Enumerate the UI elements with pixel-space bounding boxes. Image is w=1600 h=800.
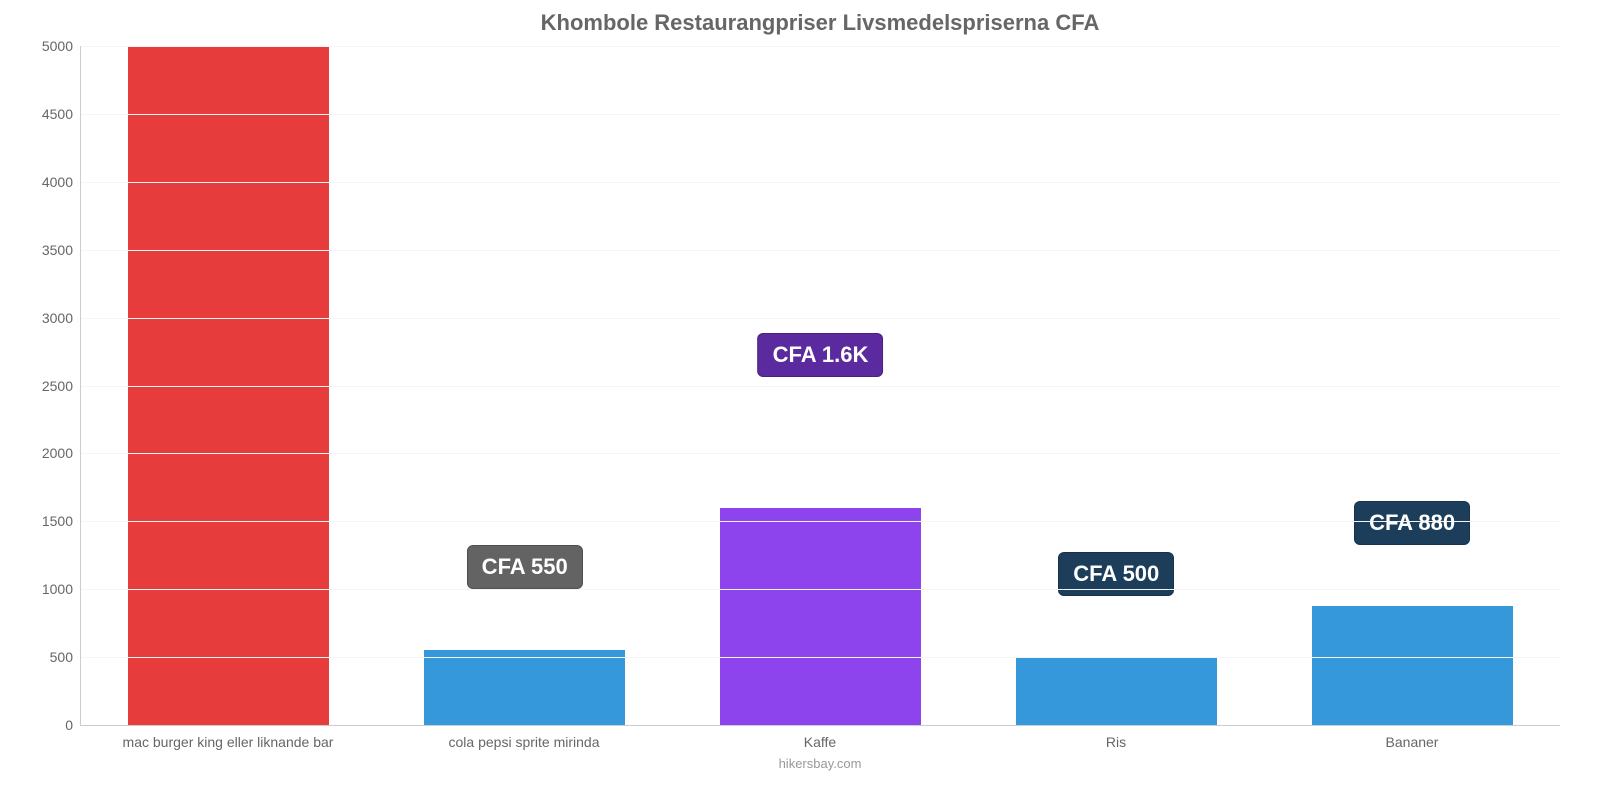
- plot-area: CFA 5K CFA 550 CFA 1.6K CFA 500: [80, 46, 1560, 726]
- bar-cola: CFA 550: [424, 650, 625, 725]
- y-tick-label: 0: [65, 717, 81, 733]
- y-tick-label: 3500: [42, 242, 81, 258]
- x-axis-labels: mac burger king eller liknande bar cola …: [80, 734, 1560, 750]
- y-tick-label: 2000: [42, 445, 81, 461]
- y-tick-label: 4500: [42, 106, 81, 122]
- value-badge: CFA 880: [1354, 501, 1470, 545]
- attribution-text: hikersbay.com: [80, 756, 1560, 771]
- gridline: [81, 250, 1560, 251]
- y-tick-label: 4000: [42, 174, 81, 190]
- gridline: [81, 453, 1560, 454]
- y-tick-label: 3000: [42, 310, 81, 326]
- gridline: [81, 386, 1560, 387]
- gridline: [81, 589, 1560, 590]
- gridline: [81, 182, 1560, 183]
- gridline: [81, 318, 1560, 319]
- y-tick-label: 500: [50, 649, 81, 665]
- x-label: mac burger king eller liknande bar: [80, 734, 376, 750]
- value-badge: CFA 1.6K: [758, 333, 884, 377]
- x-label: Bananer: [1264, 734, 1560, 750]
- bar-ris: CFA 500: [1016, 657, 1217, 725]
- y-tick-label: 1000: [42, 581, 81, 597]
- x-label: Kaffe: [672, 734, 968, 750]
- bar-kaffe: CFA 1.6K: [720, 508, 921, 725]
- y-tick-label: 5000: [42, 38, 81, 54]
- chart-title: Khombole Restaurangpriser Livsmedelspris…: [80, 10, 1560, 46]
- y-tick-label: 1500: [42, 513, 81, 529]
- gridline: [81, 114, 1560, 115]
- price-chart: Khombole Restaurangpriser Livsmedelspris…: [0, 0, 1600, 800]
- gridline: [81, 46, 1560, 47]
- y-tick-label: 2500: [42, 378, 81, 394]
- bar-bananer: CFA 880: [1312, 606, 1513, 726]
- gridline: [81, 521, 1560, 522]
- value-badge: CFA 550: [467, 545, 583, 589]
- x-label: Ris: [968, 734, 1264, 750]
- x-label: cola pepsi sprite mirinda: [376, 734, 672, 750]
- gridline: [81, 657, 1560, 658]
